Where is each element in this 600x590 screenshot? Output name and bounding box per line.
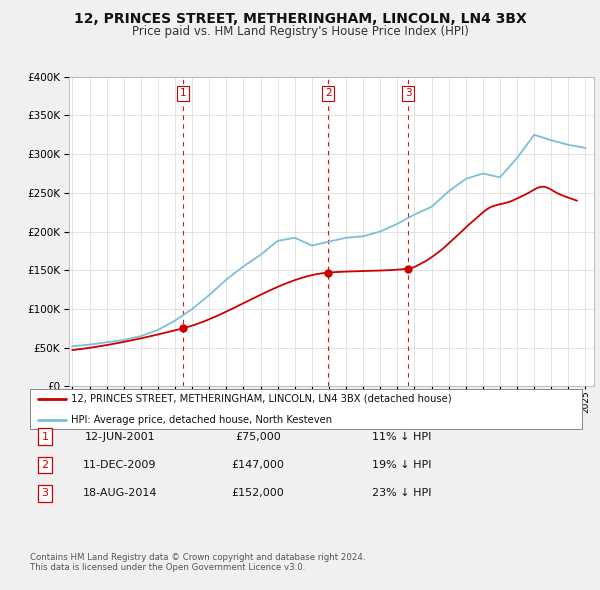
Text: 1: 1 — [41, 432, 49, 441]
Text: 12-JUN-2001: 12-JUN-2001 — [85, 432, 155, 441]
Text: £75,000: £75,000 — [235, 432, 281, 441]
Text: Contains HM Land Registry data © Crown copyright and database right 2024.: Contains HM Land Registry data © Crown c… — [30, 553, 365, 562]
Text: This data is licensed under the Open Government Licence v3.0.: This data is licensed under the Open Gov… — [30, 563, 305, 572]
Text: £147,000: £147,000 — [232, 460, 284, 470]
Text: 11-DEC-2009: 11-DEC-2009 — [83, 460, 157, 470]
Text: 3: 3 — [405, 88, 412, 99]
Text: 2: 2 — [325, 88, 331, 99]
Text: 18-AUG-2014: 18-AUG-2014 — [83, 489, 157, 498]
Text: 11% ↓ HPI: 11% ↓ HPI — [373, 432, 431, 441]
Text: 2: 2 — [41, 460, 49, 470]
Text: 23% ↓ HPI: 23% ↓ HPI — [372, 489, 432, 498]
Text: 3: 3 — [41, 489, 49, 498]
Text: HPI: Average price, detached house, North Kesteven: HPI: Average price, detached house, Nort… — [71, 415, 332, 425]
Text: Price paid vs. HM Land Registry's House Price Index (HPI): Price paid vs. HM Land Registry's House … — [131, 25, 469, 38]
Text: £152,000: £152,000 — [232, 489, 284, 498]
Text: 1: 1 — [179, 88, 186, 99]
Text: 12, PRINCES STREET, METHERINGHAM, LINCOLN, LN4 3BX (detached house): 12, PRINCES STREET, METHERINGHAM, LINCOL… — [71, 394, 452, 404]
Text: 19% ↓ HPI: 19% ↓ HPI — [372, 460, 432, 470]
Text: 12, PRINCES STREET, METHERINGHAM, LINCOLN, LN4 3BX: 12, PRINCES STREET, METHERINGHAM, LINCOL… — [74, 12, 526, 26]
